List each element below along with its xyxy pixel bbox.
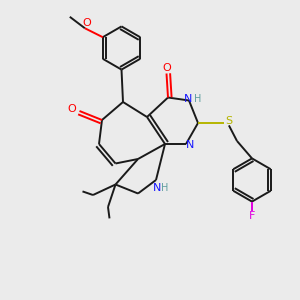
Text: N: N — [184, 94, 193, 104]
Text: H: H — [194, 94, 202, 104]
Text: F: F — [249, 211, 255, 221]
Text: N: N — [185, 140, 194, 151]
Text: N: N — [153, 183, 161, 194]
Text: H: H — [161, 183, 169, 194]
Text: O: O — [162, 63, 171, 73]
Text: S: S — [225, 116, 233, 127]
Text: O: O — [82, 18, 91, 28]
Text: O: O — [68, 104, 76, 115]
